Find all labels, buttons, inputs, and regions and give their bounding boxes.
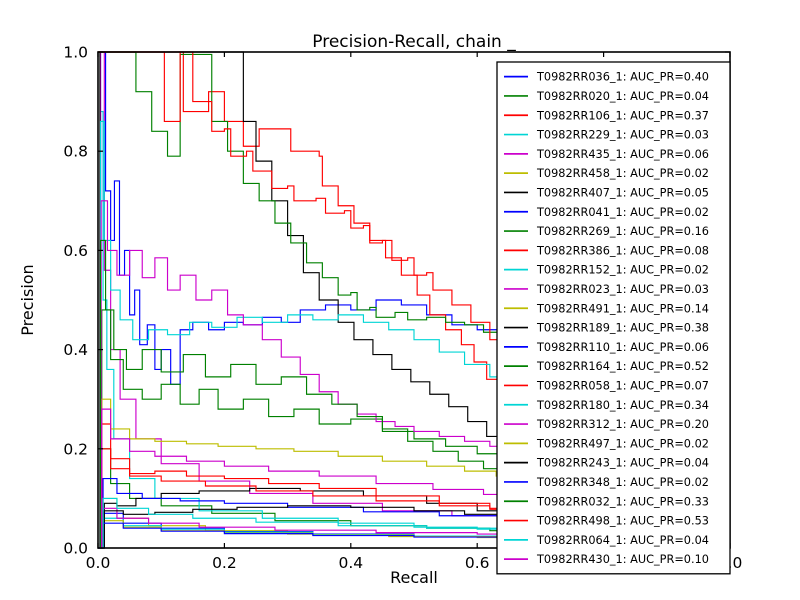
legend-item-T0982RR189_1[interactable]: T0982RR189_1: AUC_PR=0.38 xyxy=(504,322,709,335)
legend-label-T0982RR020_1: T0982RR020_1: AUC_PR=0.04 xyxy=(536,90,709,103)
legend-label-T0982RR180_1: T0982RR180_1: AUC_PR=0.34 xyxy=(536,399,709,412)
pr-curve-T0982RR312_1 xyxy=(98,200,519,549)
y-tick-label: 0.4 xyxy=(63,341,88,359)
pr-curve-T0982RR243_1 xyxy=(98,505,519,549)
pr-curve-T0982RR023_1 xyxy=(98,507,519,549)
y-tick-label: 0.8 xyxy=(63,143,88,161)
legend-label-T0982RR110_1: T0982RR110_1: AUC_PR=0.06 xyxy=(536,341,709,354)
x-tick-label: 0.4 xyxy=(338,554,363,572)
pr-curve-T0982RR189_1 xyxy=(98,51,519,549)
x-tick-label: 0.2 xyxy=(212,554,237,572)
legend-label-T0982RR458_1: T0982RR458_1: AUC_PR=0.02 xyxy=(536,167,709,180)
chart-legend[interactable]: T0982RR036_1: AUC_PR=0.40 T0982RR020_1: A… xyxy=(496,61,731,575)
pr-curve-T0982RR036_1 xyxy=(98,51,519,549)
legend-label-T0982RR023_1: T0982RR023_1: AUC_PR=0.03 xyxy=(536,283,709,296)
curves-layer xyxy=(98,51,519,549)
legend-item-T0982RR491_1[interactable]: T0982RR491_1: AUC_PR=0.14 xyxy=(504,302,709,315)
y-tick-label: 1.0 xyxy=(63,44,88,62)
legend-item-T0982RR269_1[interactable]: T0982RR269_1: AUC_PR=0.16 xyxy=(504,225,709,238)
legend-item-T0982RR020_1[interactable]: T0982RR020_1: AUC_PR=0.04 xyxy=(504,90,709,103)
legend-label-T0982RR189_1: T0982RR189_1: AUC_PR=0.38 xyxy=(536,322,709,335)
legend-label-T0982RR312_1: T0982RR312_1: AUC_PR=0.20 xyxy=(536,418,709,431)
legend-item-T0982RR180_1[interactable]: T0982RR180_1: AUC_PR=0.34 xyxy=(504,399,709,412)
legend-item-T0982RR407_1[interactable]: T0982RR407_1: AUC_PR=0.05 xyxy=(504,186,709,199)
x-axis-label: Recall xyxy=(390,568,438,587)
legend-item-T0982RR036_1[interactable]: T0982RR036_1: AUC_PR=0.40 xyxy=(504,71,709,84)
pr-curve-T0982RR180_1 xyxy=(98,120,519,549)
legend-label-T0982RR032_1: T0982RR032_1: AUC_PR=0.33 xyxy=(536,495,709,508)
legend-item-T0982RR498_1[interactable]: T0982RR498_1: AUC_PR=0.53 xyxy=(504,515,709,528)
legend-item-T0982RR497_1[interactable]: T0982RR497_1: AUC_PR=0.02 xyxy=(504,437,709,450)
legend-item-T0982RR386_1[interactable]: T0982RR386_1: AUC_PR=0.08 xyxy=(504,244,709,257)
legend-label-T0982RR497_1: T0982RR497_1: AUC_PR=0.02 xyxy=(536,437,709,450)
legend-item-T0982RR348_1[interactable]: T0982RR348_1: AUC_PR=0.02 xyxy=(504,476,709,489)
pr-curve-T0982RR032_1 xyxy=(98,239,519,549)
pr-curve-T0982RR498_1 xyxy=(98,51,519,358)
legend-item-T0982RR164_1[interactable]: T0982RR164_1: AUC_PR=0.52 xyxy=(504,360,709,373)
pr-curve-T0982RR348_1 xyxy=(98,522,519,549)
y-tick-label: 0.2 xyxy=(63,440,88,458)
legend-label-T0982RR243_1: T0982RR243_1: AUC_PR=0.04 xyxy=(536,457,709,470)
pr-curve-T0982RR491_1 xyxy=(98,398,519,549)
legend-item-T0982RR110_1[interactable]: T0982RR110_1: AUC_PR=0.06 xyxy=(504,341,709,354)
legend-item-T0982RR023_1[interactable]: T0982RR023_1: AUC_PR=0.03 xyxy=(504,283,709,296)
legend-box xyxy=(496,61,731,575)
y-tick-label: 0.6 xyxy=(63,242,88,260)
legend-item-T0982RR229_1[interactable]: T0982RR229_1: AUC_PR=0.03 xyxy=(504,129,709,142)
legend-label-T0982RR058_1: T0982RR058_1: AUC_PR=0.07 xyxy=(536,379,709,392)
chart-title-group: Precision-Recall, chain _ xyxy=(312,32,516,52)
y-axis-label: Precision xyxy=(18,264,37,335)
pr-curve-T0982RR058_1 xyxy=(98,448,519,549)
legend-item-T0982RR041_1[interactable]: T0982RR041_1: AUC_PR=0.02 xyxy=(504,206,709,219)
chart-title: Precision-Recall, chain _ xyxy=(312,32,516,52)
legend-item-T0982RR152_1[interactable]: T0982RR152_1: AUC_PR=0.02 xyxy=(504,264,709,277)
legend-item-T0982RR106_1[interactable]: T0982RR106_1: AUC_PR=0.37 xyxy=(504,109,709,122)
legend-item-T0982RR064_1[interactable]: T0982RR064_1: AUC_PR=0.04 xyxy=(504,534,709,547)
legend-label-T0982RR430_1: T0982RR430_1: AUC_PR=0.10 xyxy=(536,553,709,566)
legend-item-T0982RR312_1[interactable]: T0982RR312_1: AUC_PR=0.20 xyxy=(504,418,709,431)
legend-label-T0982RR491_1: T0982RR491_1: AUC_PR=0.14 xyxy=(536,302,709,315)
legend-item-T0982RR435_1[interactable]: T0982RR435_1: AUC_PR=0.06 xyxy=(504,148,709,161)
legend-label-T0982RR386_1: T0982RR386_1: AUC_PR=0.08 xyxy=(536,244,709,257)
pr-curve-T0982RR430_1 xyxy=(98,408,519,549)
legend-label-T0982RR348_1: T0982RR348_1: AUC_PR=0.02 xyxy=(536,476,709,489)
pr-curve-T0982RR110_1 xyxy=(98,477,519,549)
legend-item-T0982RR032_1[interactable]: T0982RR032_1: AUC_PR=0.33 xyxy=(504,495,709,508)
legend-label-T0982RR152_1: T0982RR152_1: AUC_PR=0.02 xyxy=(536,264,709,277)
legend-item-T0982RR458_1[interactable]: T0982RR458_1: AUC_PR=0.02 xyxy=(504,167,709,180)
legend-item-T0982RR243_1[interactable]: T0982RR243_1: AUC_PR=0.04 xyxy=(504,457,709,470)
y-axis-ticks: 0.0 0.2 0.4 0.6 0.8 1.0 xyxy=(63,44,730,558)
pr-curve-T0982RR435_1 xyxy=(98,51,519,549)
legend-item-T0982RR430_1[interactable]: T0982RR430_1: AUC_PR=0.10 xyxy=(504,553,709,566)
legend-item-T0982RR058_1[interactable]: T0982RR058_1: AUC_PR=0.07 xyxy=(504,379,709,392)
legend-label-T0982RR498_1: T0982RR498_1: AUC_PR=0.53 xyxy=(536,515,709,528)
legend-label-T0982RR106_1: T0982RR106_1: AUC_PR=0.37 xyxy=(536,109,709,122)
legend-label-T0982RR229_1: T0982RR229_1: AUC_PR=0.03 xyxy=(536,129,709,142)
pr-curve-T0982RR164_1 xyxy=(98,51,519,345)
legend-label-T0982RR064_1: T0982RR064_1: AUC_PR=0.04 xyxy=(536,534,709,547)
pr-curve-T0982RR269_1 xyxy=(98,309,519,549)
x-tick-label: 0.0 xyxy=(86,554,111,572)
legend-label-T0982RR407_1: T0982RR407_1: AUC_PR=0.05 xyxy=(536,186,709,199)
legend-label-T0982RR036_1: T0982RR036_1: AUC_PR=0.40 xyxy=(536,71,709,84)
legend-label-T0982RR435_1: T0982RR435_1: AUC_PR=0.06 xyxy=(536,148,709,161)
pr-curve-T0982RR064_1 xyxy=(98,497,519,549)
legend-label-T0982RR041_1: T0982RR041_1: AUC_PR=0.02 xyxy=(536,206,709,219)
x-tick-label: 0.6 xyxy=(465,554,490,572)
legend-label-T0982RR269_1: T0982RR269_1: AUC_PR=0.16 xyxy=(536,225,709,238)
legend-label-T0982RR164_1: T0982RR164_1: AUC_PR=0.52 xyxy=(536,360,709,373)
y-tick-label: 0.0 xyxy=(63,540,88,558)
